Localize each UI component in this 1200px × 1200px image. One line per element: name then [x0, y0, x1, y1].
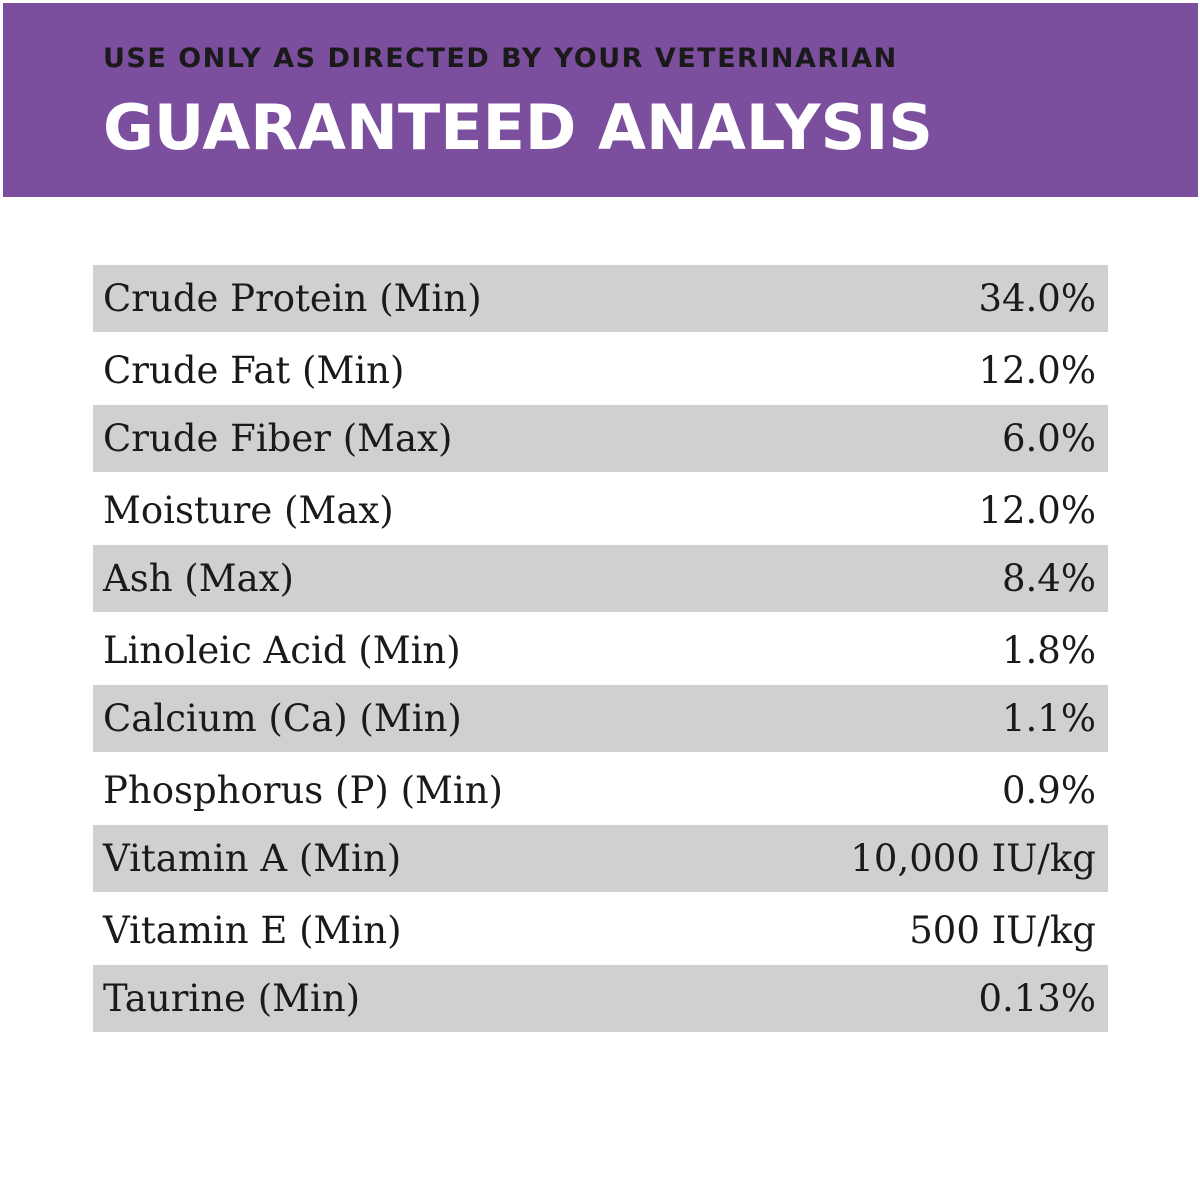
- row-label: Linoleic Acid (Min): [103, 628, 461, 672]
- row-value: 0.9%: [1002, 768, 1096, 812]
- row-value: 1.8%: [1002, 628, 1096, 672]
- row-value: 34.0%: [978, 277, 1096, 320]
- row-value: 500 IU/kg: [909, 908, 1096, 952]
- table-row: Moisture (Max) 12.0%: [93, 475, 1108, 545]
- row-value: 12.0%: [978, 348, 1096, 392]
- row-label: Calcium (Ca) (Min): [103, 697, 462, 740]
- banner-subtitle: USE ONLY AS DIRECTED BY YOUR VETERINARIA…: [103, 43, 898, 74]
- table-row: Linoleic Acid (Min) 1.8%: [93, 615, 1108, 685]
- row-value: 0.13%: [978, 977, 1096, 1020]
- row-value: 10,000 IU/kg: [850, 837, 1096, 880]
- row-value: 12.0%: [978, 488, 1096, 532]
- table-row: Vitamin E (Min) 500 IU/kg: [93, 895, 1108, 965]
- table-row: Crude Fat (Min) 12.0%: [93, 335, 1108, 405]
- table-row: Crude Fiber (Max) 6.0%: [93, 405, 1108, 472]
- row-label: Vitamin E (Min): [103, 908, 402, 952]
- analysis-table: Crude Protein (Min) 34.0% Crude Fat (Min…: [93, 265, 1108, 1035]
- table-row: Crude Protein (Min) 34.0%: [93, 265, 1108, 332]
- header-banner: USE ONLY AS DIRECTED BY YOUR VETERINARIA…: [3, 3, 1198, 197]
- row-label: Vitamin A (Min): [103, 837, 402, 880]
- row-label: Crude Fat (Min): [103, 348, 405, 392]
- table-row: Calcium (Ca) (Min) 1.1%: [93, 685, 1108, 752]
- row-value: 6.0%: [1002, 417, 1096, 460]
- table-row: Vitamin A (Min) 10,000 IU/kg: [93, 825, 1108, 892]
- row-label: Crude Protein (Min): [103, 277, 482, 320]
- row-label: Moisture (Max): [103, 488, 394, 532]
- page-title: GUARANTEED ANALYSIS: [103, 91, 933, 164]
- table-row: Phosphorus (P) (Min) 0.9%: [93, 755, 1108, 825]
- row-label: Taurine (Min): [103, 977, 361, 1020]
- table-row: Ash (Max) 8.4%: [93, 545, 1108, 612]
- row-label: Crude Fiber (Max): [103, 417, 453, 460]
- row-value: 8.4%: [1002, 557, 1096, 600]
- row-value: 1.1%: [1002, 697, 1096, 740]
- table-row: Taurine (Min) 0.13%: [93, 965, 1108, 1032]
- row-label: Ash (Max): [103, 557, 294, 600]
- row-label: Phosphorus (P) (Min): [103, 768, 503, 812]
